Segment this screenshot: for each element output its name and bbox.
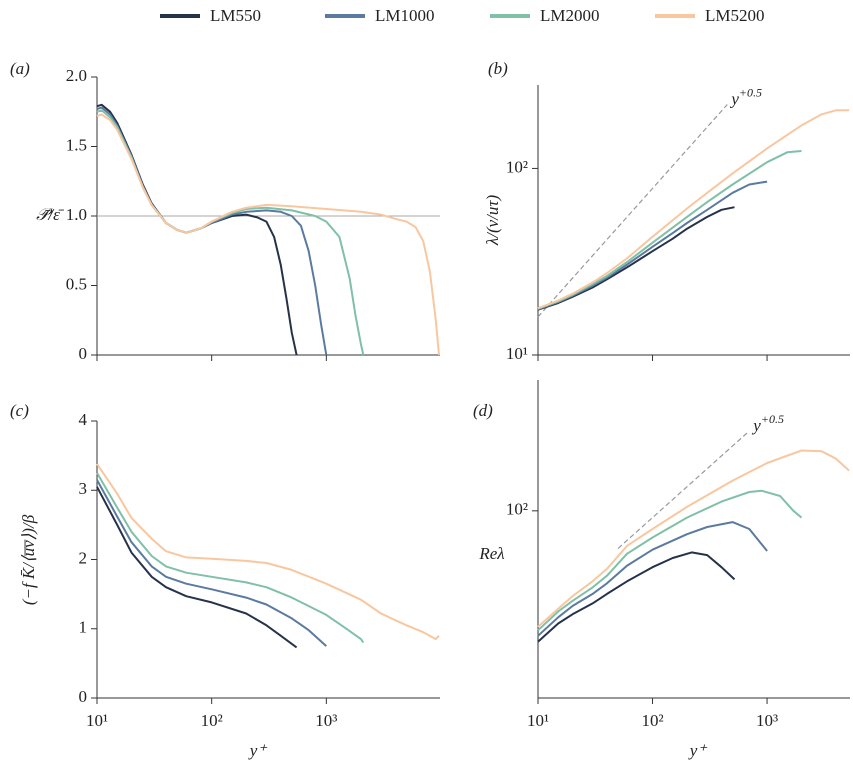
- series-line: [96, 106, 328, 356]
- legend-label: LM2000: [540, 6, 600, 25]
- y-tick-label: 10²: [506, 500, 528, 519]
- legend-label: LM5200: [705, 6, 765, 25]
- y-tick-label: 4: [79, 410, 88, 429]
- y-axis-label: 𝒫̄/ε̄: [36, 205, 65, 224]
- x-tick-label: 10¹: [86, 711, 108, 730]
- y-tick-label: 2: [79, 548, 88, 567]
- series-line: [537, 449, 850, 628]
- y-axis-label: λ/(ν/uτ): [483, 195, 502, 247]
- series-line: [537, 150, 802, 310]
- series-line: [537, 180, 768, 311]
- x-tick-label: 10³: [315, 711, 337, 730]
- reference-label-base: y: [729, 89, 739, 108]
- reference-line: [617, 430, 750, 549]
- x-tick-label: 10³: [756, 711, 778, 730]
- y-axis-label: (−f K̄/⟨u̅v̅⟩)/β: [19, 514, 38, 605]
- reference-label-exponent: +0.5: [761, 412, 784, 426]
- series-line: [537, 109, 850, 310]
- x-tick-label: 10¹: [527, 711, 549, 730]
- reference-label-base: y: [751, 416, 761, 435]
- y-tick-label: 0: [79, 687, 88, 706]
- x-tick-label: 10²: [641, 711, 663, 730]
- series-line: [96, 486, 298, 649]
- x-axis-label: y⁺: [688, 741, 709, 760]
- x-axis-label: y⁺: [248, 741, 269, 760]
- reference-label: y+0.5: [751, 412, 784, 435]
- series-line: [96, 479, 327, 647]
- x-tick-label: 10²: [201, 711, 223, 730]
- y-axis-label: Reλ: [478, 544, 504, 563]
- series-line: [96, 472, 365, 644]
- reference-line: [537, 104, 728, 318]
- reference-label-exponent: +0.5: [739, 85, 762, 99]
- y-tick-label: 1.5: [66, 135, 87, 154]
- y-tick-label: 0: [79, 344, 88, 363]
- series-line: [96, 463, 440, 641]
- y-tick-label: 10¹: [506, 344, 528, 363]
- legend-label: LM1000: [375, 6, 435, 25]
- panel-label: (a): [10, 59, 30, 78]
- series-line: [96, 113, 440, 356]
- y-tick-label: 10²: [506, 157, 528, 176]
- y-tick-label: 1.0: [66, 205, 87, 224]
- y-tick-label: 0.5: [66, 274, 87, 293]
- panel-label: (d): [473, 401, 493, 420]
- y-tick-label: 1: [79, 618, 88, 637]
- reference-label: y+0.5: [729, 85, 762, 108]
- y-tick-label: 3: [79, 479, 88, 498]
- panel-label: (b): [488, 59, 508, 78]
- y-tick-label: 2.0: [66, 66, 87, 85]
- series-line: [537, 551, 736, 643]
- panel-label: (c): [10, 401, 29, 420]
- series-line: [537, 521, 768, 637]
- legend-label: LM550: [210, 6, 261, 25]
- series-line: [96, 109, 365, 356]
- series-line: [537, 489, 803, 632]
